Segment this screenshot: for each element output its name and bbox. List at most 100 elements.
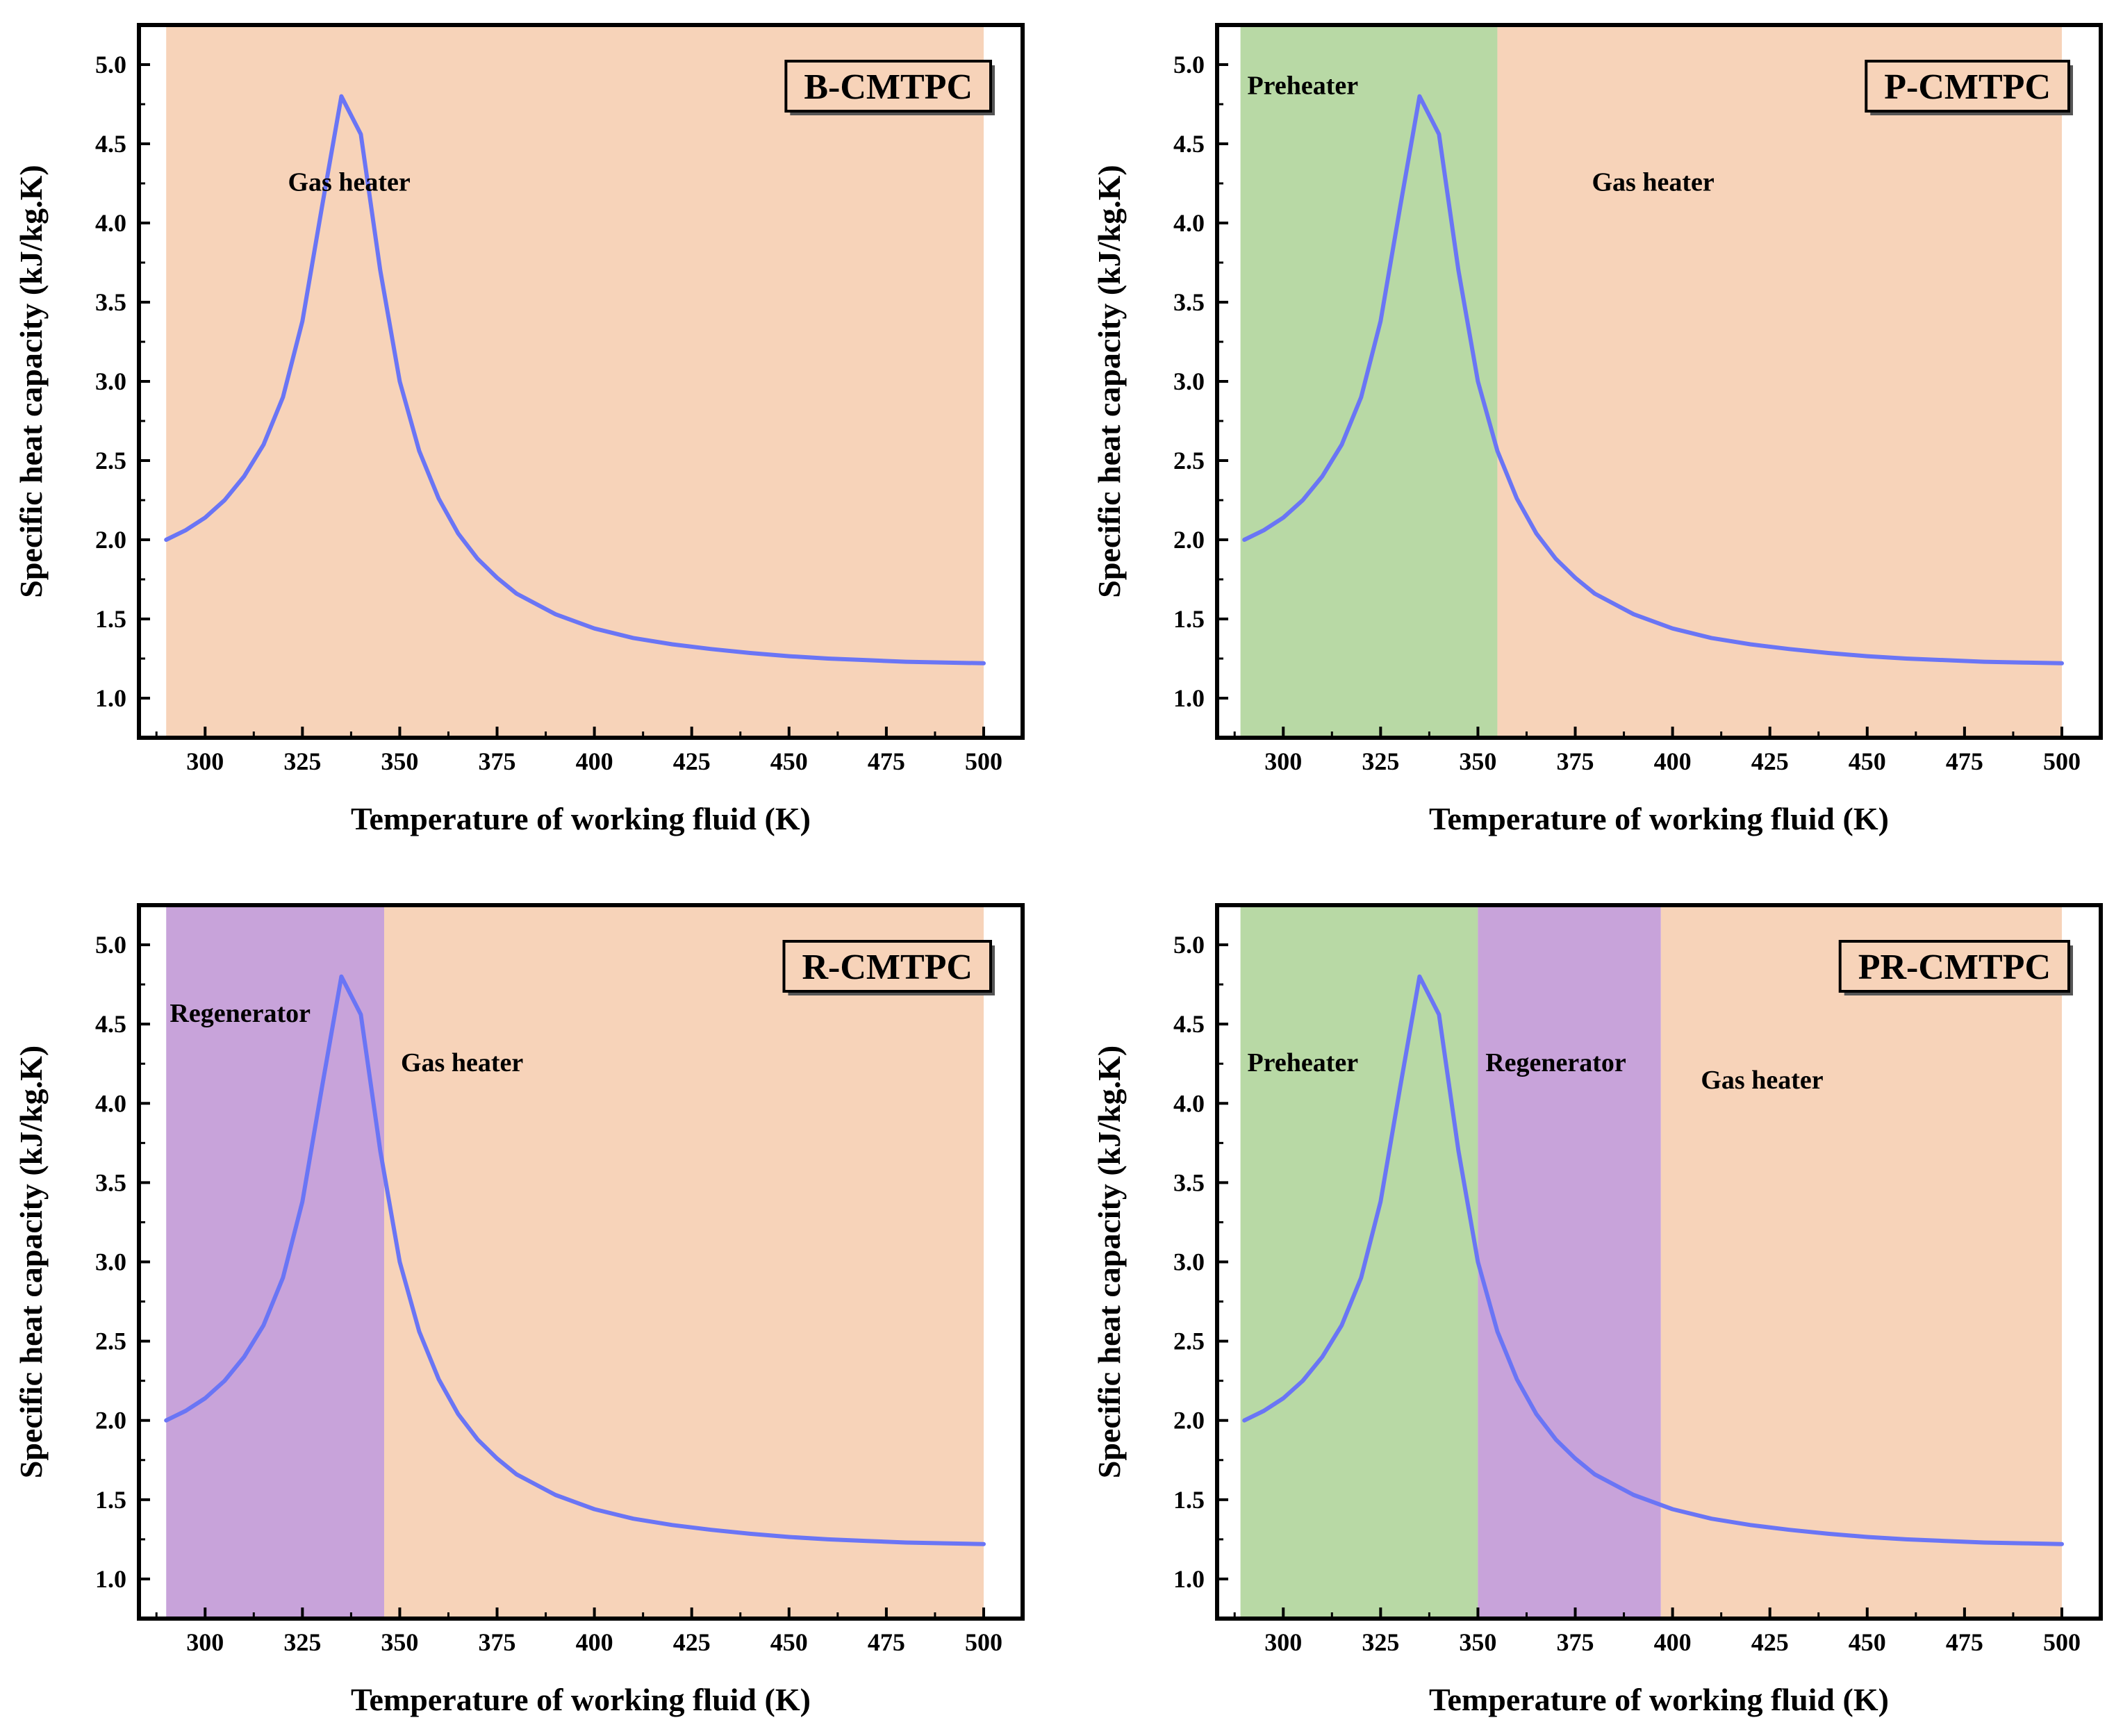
data-point <box>1495 449 1499 453</box>
data-point <box>397 1260 402 1264</box>
chart-title: B-CMTPC <box>804 67 973 107</box>
y-tick-label: 3.5 <box>1173 288 1205 316</box>
y-tick-label: 1.0 <box>1173 684 1205 712</box>
data-point <box>1339 443 1344 447</box>
data-point <box>495 1456 499 1460</box>
data-point <box>1320 474 1324 479</box>
data-point <box>709 1528 713 1532</box>
data-point <box>1749 642 1753 646</box>
data-point <box>1495 1330 1499 1334</box>
data-point <box>1593 592 1597 596</box>
data-point <box>787 654 791 659</box>
region-label: Preheater <box>1247 72 1358 101</box>
data-point <box>1787 647 1792 651</box>
y-tick-label: 1.5 <box>95 1486 126 1514</box>
title-box <box>784 60 992 113</box>
x-tick-label: 450 <box>770 1628 808 1656</box>
region-gas-heater <box>166 27 984 736</box>
x-tick-label: 425 <box>1751 1628 1789 1656</box>
y-tick-label: 2.0 <box>1173 526 1205 554</box>
title-box <box>1865 60 2070 113</box>
x-tick-label: 475 <box>868 747 905 775</box>
chart-panel-2: 300 325 350 375 400 425 450 475 500 1.0 1.5 2.0 2.5 3… <box>1091 23 2103 836</box>
data-point <box>593 1507 597 1512</box>
data-point <box>982 661 986 666</box>
data-point <box>2021 1541 2025 1546</box>
data-point <box>242 474 246 479</box>
series-line <box>164 94 986 666</box>
data-point <box>515 1472 519 1476</box>
data-point <box>436 497 440 501</box>
y-tick-label: 4.0 <box>1173 209 1205 237</box>
y-tick-label: 4.0 <box>1173 1089 1205 1117</box>
data-point <box>1710 1516 1714 1521</box>
data-point <box>554 1493 558 1497</box>
x-tick-label: 400 <box>1654 747 1692 775</box>
data-point <box>1865 1535 1869 1539</box>
x-axis-title: Temperature of working fluid (K) <box>1429 801 1889 836</box>
region-label: Gas heater <box>1592 168 1714 197</box>
data-point <box>183 1409 188 1413</box>
data-point <box>2021 661 2025 665</box>
y-tick-label: 3.5 <box>95 288 126 316</box>
data-point <box>865 658 869 662</box>
data-point <box>748 1532 752 1536</box>
x-tick-label: 400 <box>576 747 613 775</box>
x-tick-label: 450 <box>1849 747 1886 775</box>
data-point <box>1554 1437 1558 1441</box>
x-tick-label: 300 <box>1264 1628 1302 1656</box>
y-tick-label: 5.0 <box>95 51 126 78</box>
x-tick-label: 425 <box>1751 747 1789 775</box>
x-tick-label: 475 <box>1946 747 1983 775</box>
data-point <box>339 94 343 99</box>
x-axis-title: Temperature of working fluid (K) <box>351 801 811 836</box>
data-point <box>164 538 168 542</box>
data-point <box>904 660 908 664</box>
data-point <box>1710 636 1714 640</box>
data-point <box>515 592 519 596</box>
data-point <box>358 132 363 136</box>
data-point <box>1982 1540 1986 1544</box>
data-point <box>1593 1472 1597 1476</box>
y-tick-label: 2.5 <box>95 447 126 474</box>
y-tick-label: 1.5 <box>95 605 126 633</box>
x-tick-label: 450 <box>1849 1628 1886 1656</box>
data-point <box>2060 1542 2064 1546</box>
data-point <box>1787 1528 1792 1532</box>
y-tick-label: 2.5 <box>1173 1328 1205 1355</box>
y-axis-title: Specific heat capacity (kJ/kg.K) <box>1091 1045 1127 1479</box>
x-tick-label: 375 <box>1557 747 1594 775</box>
data-point <box>943 1541 947 1546</box>
data-point <box>1378 319 1382 323</box>
data-point <box>320 1085 324 1089</box>
x-tick-label: 475 <box>868 1628 905 1656</box>
data-point <box>1749 1523 1753 1527</box>
data-point <box>1514 497 1519 501</box>
data-point <box>1573 1456 1578 1460</box>
data-point <box>593 627 597 631</box>
series-line <box>1242 94 2064 666</box>
data-point <box>378 1149 382 1153</box>
data-point <box>1417 94 1421 99</box>
data-point <box>904 1540 908 1544</box>
y-tick-label: 4.5 <box>1173 1010 1205 1038</box>
y-tick-label: 4.0 <box>95 1089 126 1117</box>
data-point <box>476 1437 480 1441</box>
data-point <box>1359 395 1363 399</box>
data-point <box>1671 627 1675 631</box>
x-axis-title: Temperature of working fluid (K) <box>351 1682 811 1717</box>
data-point <box>1476 379 1480 383</box>
x-tick-label: 400 <box>576 1628 613 1656</box>
data-point <box>300 1200 304 1204</box>
data-point <box>748 651 752 655</box>
x-tick-label: 325 <box>283 1628 321 1656</box>
y-tick-label: 3.0 <box>1173 1248 1205 1276</box>
data-point <box>1671 1507 1675 1512</box>
data-point <box>339 975 343 979</box>
data-point <box>1534 1412 1538 1416</box>
data-point <box>1456 1149 1460 1153</box>
region-label: Gas heater <box>401 1048 523 1077</box>
data-point <box>456 1412 460 1416</box>
x-tick-label: 425 <box>673 1628 711 1656</box>
